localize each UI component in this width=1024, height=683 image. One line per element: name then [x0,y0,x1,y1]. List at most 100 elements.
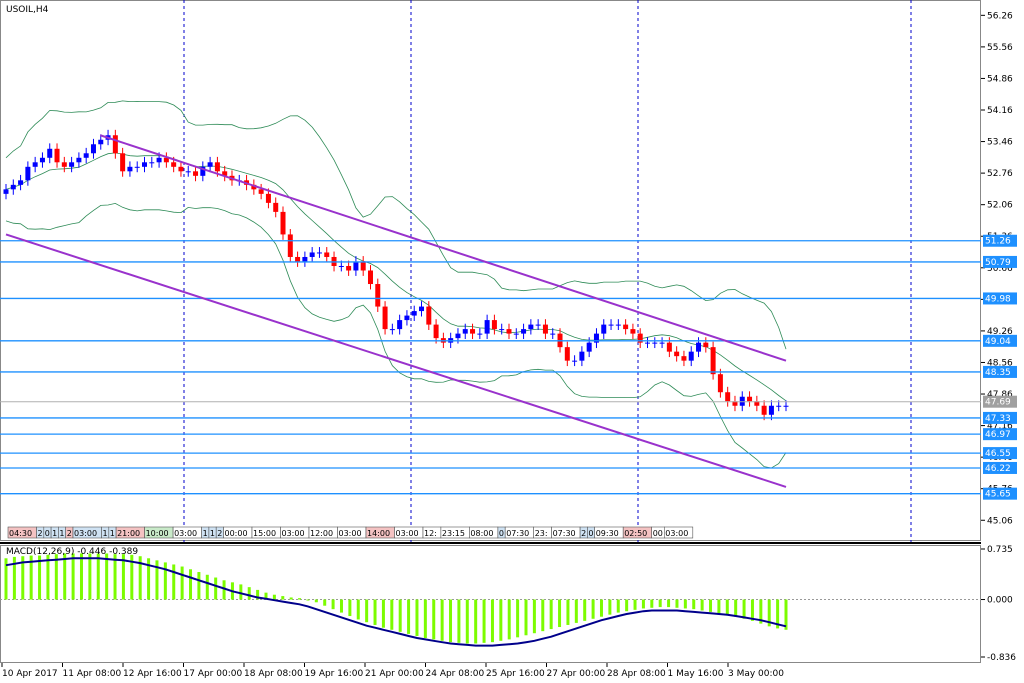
macd-histogram-bar [717,599,721,614]
time-strip-label: 1 [210,529,215,538]
x-tick-label: 19 Apr 16:00 [305,669,364,679]
time-strip-label: 00 [653,529,663,538]
x-tick-label: 17 Apr 00:00 [184,669,243,679]
candle-body [754,401,760,406]
level-price-tag [983,461,1017,474]
time-strip: 04:30 2 0 1 1 2 03:00 1 1 21:00 10:00 03:00 1 1 2 00:00… [7,526,694,539]
macd-histogram-bar [390,599,394,630]
macd-histogram-bar [465,599,469,644]
y-tick-label: 52.06 [987,201,1013,211]
y-tick-label: 54.86 [987,74,1013,84]
candle-body [280,211,286,235]
time-strip-label: 03:00 [174,529,197,538]
y-tick-label: 47.86 [987,390,1013,400]
macd-histogram-bar [616,599,620,613]
candle-body [491,320,497,330]
candle-body [513,333,519,335]
candle-body [163,157,169,163]
candle-body [18,180,24,185]
time-strip-label: 03:00 [339,529,362,538]
macd-histogram-bar [373,599,377,625]
candle-body [287,234,293,257]
time-strip-label: 0 [588,529,593,538]
candle-body [375,284,381,307]
level-price-label: 46.22 [985,464,1011,474]
chart-title: USOIL,H4 [6,5,49,15]
candle-body [776,405,782,407]
candle-body [535,324,541,326]
macd-histogram-bar [784,599,788,630]
time-strip-label: 0 [499,529,504,538]
candle-body [156,157,162,163]
time-axis: 10 Apr 2017 11 Apr 08:00 12 Apr 16:00 17 Ap… [1,663,784,679]
candle-body [564,347,570,361]
candle-body [142,162,148,167]
current-price-label: 47.69 [985,398,1011,408]
macd-y-tick-label: 0.735 [987,545,1013,555]
macd-histogram-bar [591,599,595,619]
macd-histogram-bar [130,554,134,600]
candle-body [462,329,468,334]
candle-body [630,329,636,334]
macd-histogram-bar [574,599,578,623]
candle-body [61,162,67,167]
candle-body [295,256,301,262]
x-tick-label: 18 Apr 08:00 [244,669,303,679]
candle-body [652,342,658,344]
candle-body [207,162,213,167]
candle-body [499,329,505,331]
macd-histogram-bar [71,553,75,600]
x-tick-label: 28 Apr 08:00 [607,669,666,679]
macd-title: MACD(12,26,9) -0.446 -0.389 [6,547,138,557]
candle-body [608,324,614,326]
macd-histogram-bar [742,599,746,619]
level-price-tag [983,365,1017,378]
macd-histogram-bar [222,580,226,600]
candle-body [593,333,599,343]
level-price-tag [983,487,1017,500]
y-tick-label: 53.46 [987,138,1013,148]
time-strip-label: 0 [45,529,50,538]
level-price-tag [983,428,1017,441]
macd-histogram-bar [356,599,360,620]
time-strip-label: 10:00 [146,529,169,538]
macd-histogram-bar [323,599,327,606]
candle-body [83,153,89,158]
macd-histogram-bar [113,554,117,600]
level-price-tag [983,447,1017,460]
candle-body [696,342,702,352]
candle-body [747,396,753,402]
candle-body [98,139,104,145]
candle-body [411,311,417,316]
macd-histogram-bar [264,592,268,600]
candle-body [666,342,672,352]
candle-body [586,342,592,352]
candle-body [222,171,228,176]
candle-body [338,265,344,267]
macd-histogram-bar [289,597,293,600]
candle-body [623,324,629,330]
candle-body [185,171,191,173]
macd-histogram-bar [155,560,159,600]
candle-body [710,347,716,375]
macd-histogram-bar [138,556,142,600]
macd-histogram-bar [256,589,260,600]
macd-histogram-bar [532,599,536,634]
candle-body [382,306,388,330]
candle-body [3,189,9,194]
macd-histogram-bar [239,584,243,600]
candle-body [90,144,96,154]
time-strip-label: 1 [52,529,57,538]
macd-histogram-bar [549,599,553,630]
macd-histogram-bar [633,599,637,610]
y-tick-label: 56.26 [987,11,1013,21]
candle-body [579,351,585,361]
macd-histogram-bar [214,577,218,600]
level-price-label: 45.65 [985,490,1011,500]
time-strip-label: 12: [424,529,437,538]
macd-histogram-bar [12,556,16,600]
macd-y-tick-label: -0.836 [987,653,1016,663]
macd-histogram-bar [692,599,696,610]
candle-body [251,184,257,190]
macd-histogram-bar [608,599,612,615]
